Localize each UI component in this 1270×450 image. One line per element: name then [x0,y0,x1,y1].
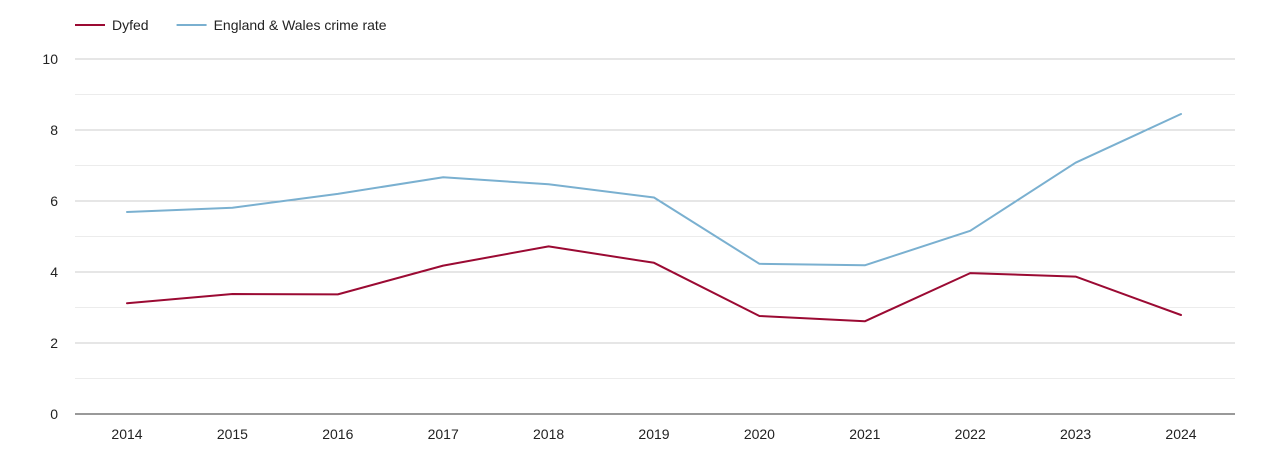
axis-layer: 0 2 4 6 8 10 2014 2015 2016 2017 2018 2019 2020 2021 2… [42,51,1235,442]
y-tick-label: 8 [50,122,58,138]
legend[interactable]: Dyfed England & Wales crime rate [75,17,387,33]
series-line-england-wales-crime-rate[interactable] [126,113,1182,267]
x-tick-label: 2014 [111,426,142,442]
x-tick-label: 2016 [322,426,353,442]
y-tick-label: 6 [50,193,58,209]
legend-label: Dyfed [112,17,149,33]
y-tick-label: 10 [42,51,58,67]
y-tick-label: 4 [50,264,58,280]
grid-layer [75,58,1235,379]
y-tick-label: 2 [50,335,58,351]
y-tick-label: 0 [50,406,58,422]
x-tick-label: 2021 [849,426,880,442]
x-tick-label: 2023 [1060,426,1091,442]
series-line-dyfed[interactable] [126,245,1182,323]
x-tick-label: 2017 [428,426,459,442]
x-tick-label: 2015 [217,426,248,442]
legend-item-england-wales-crime-rate[interactable]: England & Wales crime rate [176,17,387,33]
legend-label: England & Wales crime rate [214,17,387,33]
x-tick-label: 2019 [638,426,669,442]
x-tick-label: 2020 [744,426,775,442]
legend-item-dyfed[interactable]: Dyfed [75,17,149,33]
x-tick-label: 2022 [955,426,986,442]
series-layer [126,113,1182,323]
x-tick-label: 2018 [533,426,564,442]
x-tick-label: 2024 [1165,426,1196,442]
